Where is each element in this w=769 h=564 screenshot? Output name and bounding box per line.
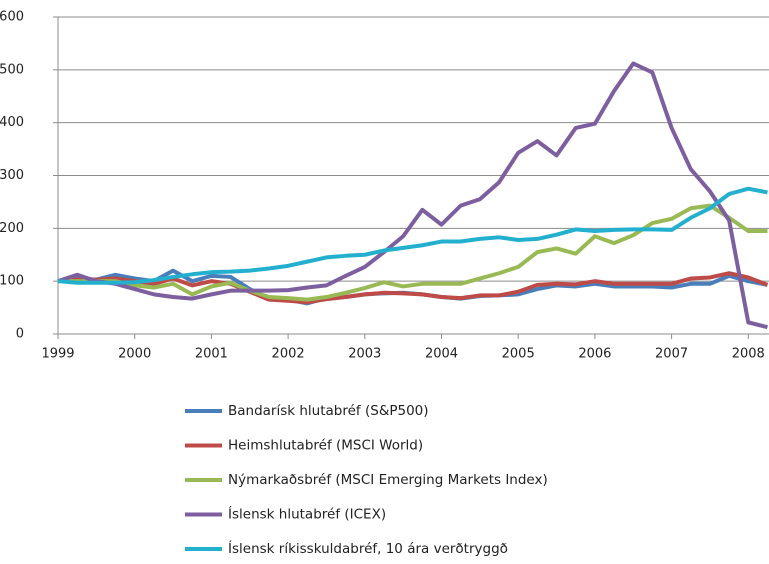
legend: Bandarísk hlutabréf (S&P500) Heimshlutabr… xyxy=(185,403,548,557)
y-tick-label: 0 xyxy=(16,327,24,342)
x-tick-label: 1999 xyxy=(41,347,74,362)
x-tick-label: 2001 xyxy=(195,347,228,362)
x-tick-label: 2004 xyxy=(425,347,458,362)
x-tick-label: 2002 xyxy=(272,347,305,362)
series-line xyxy=(57,61,768,330)
y-tick-label: 200 xyxy=(0,221,24,236)
legend-label: Nýmarkaðsbréf (MSCI Emerging Markets Ind… xyxy=(228,472,548,488)
x-tick-label: 2007 xyxy=(655,347,688,362)
y-tick-label: 300 xyxy=(0,168,24,183)
x-tick-label: 2008 xyxy=(732,347,765,362)
series-line xyxy=(57,186,768,285)
x-tick-label: 2006 xyxy=(578,347,611,362)
x-tick-label: 2000 xyxy=(118,347,151,362)
x-tick-label: 2003 xyxy=(348,347,381,362)
y-tick-label: 400 xyxy=(0,115,24,130)
y-tick-label: 500 xyxy=(0,62,24,77)
series-line xyxy=(57,271,769,305)
legend-label: Íslensk ríkisskuldabréf, 10 ára verðtryg… xyxy=(228,540,508,557)
x-tick-label: 2005 xyxy=(502,347,535,362)
legend-label: Bandarísk hlutabréf (S&P500) xyxy=(228,403,429,419)
legend-label: Heimshlutabréf (MSCI World) xyxy=(228,438,423,454)
y-tick-label: 600 xyxy=(0,10,24,25)
y-tick-label: 100 xyxy=(0,274,24,289)
legend-label: Íslensk hlutabréf (ICEX) xyxy=(228,506,386,523)
series-line xyxy=(58,203,768,302)
